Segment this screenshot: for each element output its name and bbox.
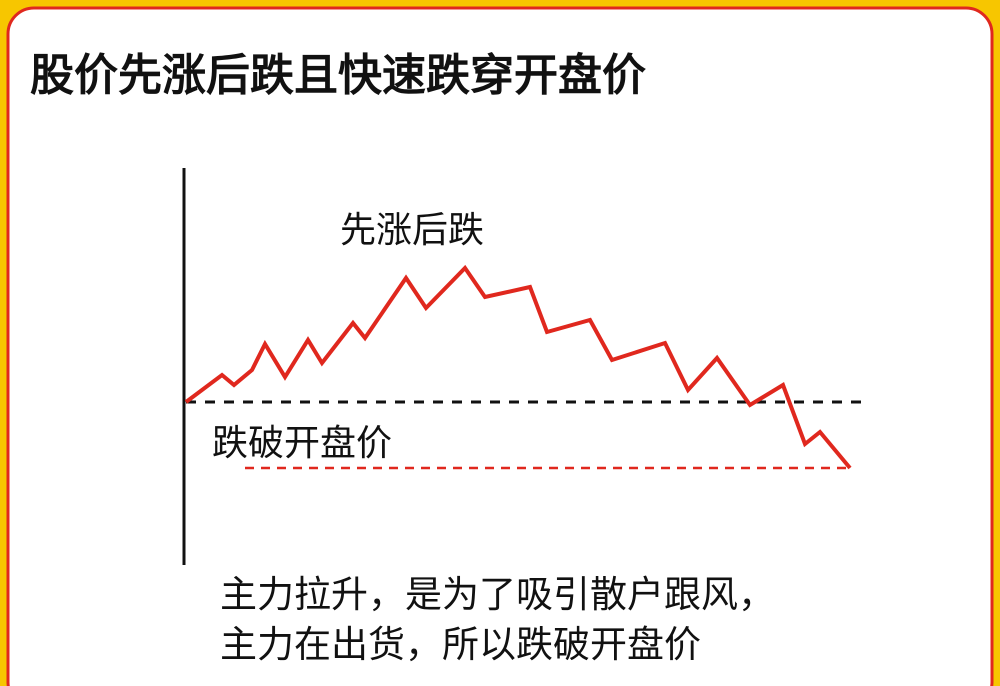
- card: [6, 6, 994, 686]
- caption-line: 主力拉升，是为了吸引散户跟风，: [220, 573, 775, 616]
- rise-fall-label: 先涨后跌: [340, 210, 484, 251]
- price-line: [184, 264, 852, 470]
- title: 股价先涨后跌且快速跌穿开盘价: [30, 50, 646, 101]
- break-open-label: 跌破开盘价: [212, 423, 392, 464]
- caption-line: 主力在出货，所以跌破开盘价: [220, 623, 701, 666]
